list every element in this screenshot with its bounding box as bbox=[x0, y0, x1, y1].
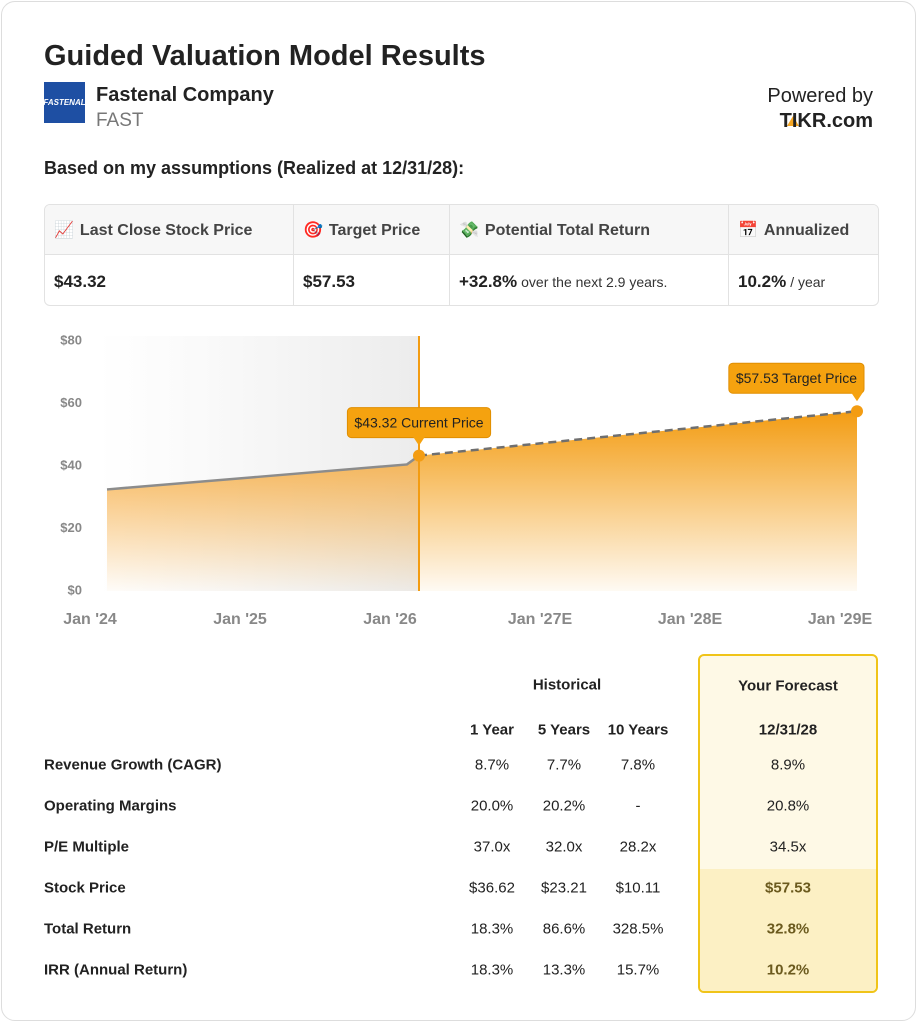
row-label: Operating Margins bbox=[44, 797, 177, 815]
summary-cell: 💸 Potential Total Return +32.8% over the ne… bbox=[449, 205, 728, 305]
y-tick-label: $40 bbox=[60, 457, 82, 472]
summary-icon: 📈 bbox=[54, 222, 74, 239]
point bbox=[851, 405, 863, 418]
y-tick-label: $20 bbox=[60, 520, 82, 535]
y-tick-label: $80 bbox=[60, 332, 82, 347]
callout-pointer bbox=[851, 392, 863, 402]
summary-icon: 💸 bbox=[459, 222, 479, 239]
summary-value: $57.53 bbox=[303, 272, 355, 291]
cell: 32.8% bbox=[766, 920, 810, 938]
summary-note: over the next 2.9 years. bbox=[521, 274, 668, 290]
line bbox=[418, 409, 858, 457]
cell: $36.62 bbox=[469, 879, 515, 897]
summary-label: Last Close Stock Price bbox=[79, 222, 253, 239]
data-label: $43.32 Current Price bbox=[354, 414, 483, 430]
column-header: 10 Years bbox=[607, 721, 669, 739]
x-tick-label: Jan '28E bbox=[658, 611, 723, 628]
y-tick-label: $60 bbox=[60, 395, 82, 410]
summary-header: 🎯 Target Price bbox=[294, 205, 449, 255]
cell: 32.0x bbox=[545, 838, 583, 856]
company-logo: FASTENAL bbox=[43, 82, 86, 123]
cell: 7.8% bbox=[620, 756, 656, 774]
cell: 34.5x bbox=[769, 838, 807, 856]
summary-header: 📅 Annualized bbox=[729, 205, 878, 255]
chart: $0 $20 $40 $60 $80 Jan '24 Jan '25 Jan '26 Jan '… bbox=[60, 332, 873, 628]
summary-cell: 📅 Annualized 10.2% / year bbox=[728, 205, 878, 305]
cell: 8.7% bbox=[474, 756, 510, 774]
forecast-panel bbox=[698, 654, 878, 993]
row-label: P/E Multiple bbox=[44, 838, 130, 856]
brand-icon bbox=[787, 116, 799, 126]
x-tick-label: Jan '26 bbox=[363, 611, 417, 628]
brand: TIKR.com bbox=[779, 110, 873, 132]
summary-value-row: $43.32 bbox=[54, 272, 106, 292]
callout-pointer bbox=[413, 436, 425, 446]
summary-value-row: $57.53 bbox=[303, 272, 355, 292]
powered-by: Powered by bbox=[767, 85, 873, 107]
summary-header: 📈 Last Close Stock Price bbox=[45, 205, 293, 255]
summary-value-row: 10.2% / year bbox=[738, 272, 825, 292]
summary-value-row: +32.8% over the next 2.9 years. bbox=[459, 272, 667, 292]
x-tick-label: Jan '25 bbox=[213, 611, 267, 628]
cell: 37.0x bbox=[473, 838, 511, 856]
summary-value: $43.32 bbox=[54, 272, 106, 291]
row-label: Total Return bbox=[44, 920, 132, 938]
cell: 15.7% bbox=[616, 961, 660, 979]
summary-table: 📈 Last Close Stock Price $43.32 🎯 Target Pri… bbox=[44, 204, 879, 306]
data-label: $57.53 Target Price bbox=[736, 370, 857, 386]
summary-value: 10.2% bbox=[738, 272, 787, 291]
group-header: Historical bbox=[532, 676, 602, 694]
cell: 20.8% bbox=[766, 797, 810, 815]
column-header: 12/31/28 bbox=[758, 721, 818, 739]
cell: 18.3% bbox=[470, 920, 514, 938]
row-label: IRR (Annual Return) bbox=[44, 961, 188, 979]
company-name: Fastenal Company bbox=[96, 84, 274, 106]
cell: 13.3% bbox=[542, 961, 586, 979]
cell: 328.5% bbox=[612, 920, 664, 938]
summary-header: 💸 Potential Total Return bbox=[450, 205, 728, 255]
x-tick-label: Jan '29E bbox=[808, 611, 873, 628]
row-label: Revenue Growth (CAGR) bbox=[44, 756, 222, 774]
line bbox=[106, 454, 420, 491]
summary-icon: 📅 bbox=[738, 222, 758, 239]
cell: 20.2% bbox=[542, 797, 586, 815]
callout: $57.53 Target Price bbox=[728, 362, 865, 402]
cell: 28.2x bbox=[619, 838, 657, 856]
ticker: FAST bbox=[96, 110, 144, 131]
summary-heading: Based on my assumptions (Realized at 12/… bbox=[44, 158, 465, 178]
page-title: Guided Valuation Model Results bbox=[44, 40, 486, 72]
cell: 86.6% bbox=[542, 920, 586, 938]
cell: 20.0% bbox=[470, 797, 514, 815]
forecast-highlight bbox=[700, 869, 876, 991]
callout-box bbox=[728, 362, 865, 394]
summary-label: Potential Total Return bbox=[484, 222, 650, 239]
cell: - bbox=[635, 797, 641, 815]
callout: $43.32 Current Price bbox=[346, 407, 492, 446]
x-tick-label: Jan '27E bbox=[508, 611, 573, 628]
column-header: 5 Years bbox=[537, 721, 591, 739]
cell: $10.11 bbox=[615, 879, 661, 897]
x-tick-label: Jan '24 bbox=[63, 611, 117, 628]
cell: $23.21 bbox=[541, 879, 587, 897]
cell: $57.53 bbox=[765, 879, 811, 897]
summary-icon: 🎯 bbox=[303, 222, 323, 239]
summary-label: Target Price bbox=[328, 222, 421, 239]
cell: 18.3% bbox=[470, 961, 514, 979]
y-tick-label: $0 bbox=[68, 582, 82, 597]
summary-value: +32.8% bbox=[459, 272, 518, 291]
area bbox=[107, 455, 419, 591]
point bbox=[413, 449, 425, 462]
column-header: 1 Year bbox=[470, 721, 514, 739]
summary-cell: 📈 Last Close Stock Price $43.32 bbox=[45, 205, 293, 305]
summary-note: / year bbox=[790, 274, 826, 290]
summary-label: Annualized bbox=[763, 222, 850, 239]
cell: 10.2% bbox=[766, 961, 810, 979]
summary-cell: 🎯 Target Price $57.53 bbox=[293, 205, 449, 305]
group-header: Your Forecast bbox=[738, 677, 838, 695]
cell: 7.7% bbox=[546, 756, 582, 774]
cell: 8.9% bbox=[770, 756, 806, 774]
area bbox=[419, 411, 857, 591]
row-label: Stock Price bbox=[44, 879, 126, 897]
